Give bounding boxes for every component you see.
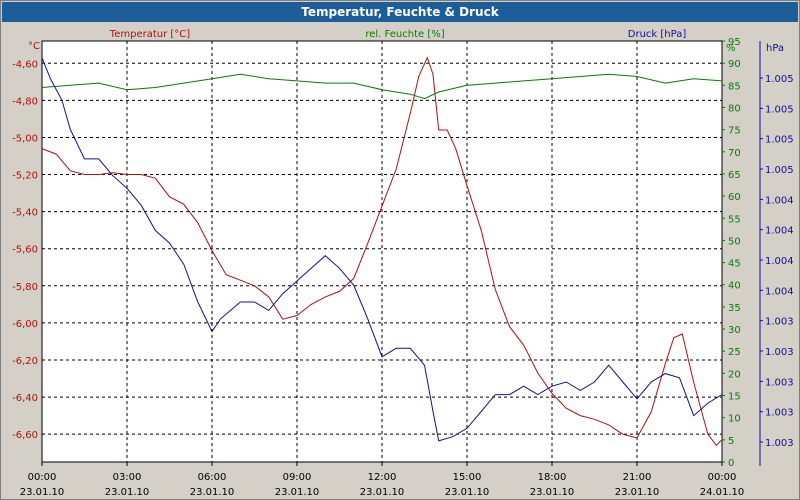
temperature-tick-label: -6,00 [12, 319, 38, 330]
temperature-tick-label: -5,60 [12, 245, 38, 256]
pressure-unit-label: hPa [766, 43, 784, 54]
humidity-tick-label: 50 [728, 236, 741, 247]
humidity-tick-label: 15 [728, 392, 741, 403]
pressure-tick-label: 1.003 [765, 377, 794, 388]
temperature-tick-label: -6,60 [12, 430, 38, 441]
humidity-series-line [41, 73, 723, 100]
humidity-tick-label: 30 [728, 325, 741, 336]
pressure-tick-label: 1.004 [765, 286, 794, 297]
pressure-series-line [41, 57, 723, 442]
x-tick-date-label: 23.01.10 [275, 487, 320, 498]
humidity-tick-label: 60 [728, 192, 741, 203]
pressure-tick-label: 1.005 [765, 74, 794, 85]
temperature-tick-label: -5,40 [12, 208, 38, 219]
temperature-tick-label: -4,80 [12, 96, 38, 107]
pressure-tick-label: 1.005 [765, 104, 794, 115]
pressure-tick-label: 1.003 [765, 317, 794, 328]
humidity-tick-label: 0 [728, 458, 734, 469]
x-tick-date-label: 23.01.10 [360, 487, 405, 498]
x-tick-time-label: 09:00 [283, 472, 312, 483]
humidity-tick-label: 85 [728, 81, 741, 92]
temperature-tick-label: -4,60 [12, 59, 38, 70]
temperature-tick-label: -5,00 [12, 133, 38, 144]
temperature-tick-label: -6,40 [12, 393, 38, 404]
pressure-tick-label: 1.004 [765, 195, 794, 206]
temperature-tick-label: -5,20 [12, 171, 38, 182]
pressure-tick-label: 1.004 [765, 226, 794, 237]
x-tick-time-label: 03:00 [113, 472, 142, 483]
humidity-tick-label: 80 [728, 103, 741, 114]
x-tick-time-label: 06:00 [198, 472, 227, 483]
humidity-tick-label: 70 [728, 148, 741, 159]
x-tick-time-label: 21:00 [623, 472, 652, 483]
humidity-tick-label: 20 [728, 369, 741, 380]
pressure-tick-label: 1.003 [765, 438, 794, 449]
humidity-tick-label: 35 [728, 303, 741, 314]
x-tick-time-label: 12:00 [368, 472, 397, 483]
humidity-tick-label: 75 [728, 126, 741, 137]
temperature-tick-label: -6,20 [12, 356, 38, 367]
x-tick-date-label: 24.01.10 [700, 487, 745, 498]
x-tick-date-label: 23.01.10 [20, 487, 65, 498]
x-tick-date-label: 23.01.10 [615, 487, 660, 498]
pressure-tick-label: 1.003 [765, 408, 794, 419]
temperature-unit-label: °C [28, 41, 40, 52]
x-tick-time-label: 00:00 [708, 472, 737, 483]
humidity-tick-label: 10 [728, 414, 741, 425]
x-tick-date-label: 23.01.10 [445, 487, 490, 498]
x-tick-date-label: 23.01.10 [105, 487, 150, 498]
x-tick-date-label: 23.01.10 [530, 487, 575, 498]
humidity-tick-label: 65 [728, 170, 741, 181]
humidity-tick-label: 55 [728, 214, 741, 225]
legend-label: Temperatur [°C] [109, 29, 190, 40]
pressure-tick-label: 1.005 [765, 135, 794, 146]
pressure-tick-label: 1.004 [765, 256, 794, 267]
x-tick-time-label: 00:00 [28, 472, 57, 483]
chart-svg: °C -4,60 -4,80 -5,00 -5,20 -5,40 -5,60 -5,80 -6,… [12, 29, 794, 498]
pressure-tick-label: 1.005 [765, 165, 794, 176]
humidity-tick-label: 45 [728, 259, 741, 270]
window-title: Temperatur, Feuchte & Druck [2, 2, 798, 22]
humidity-tick-label: 90 [728, 59, 741, 70]
x-tick-time-label: 15:00 [453, 472, 482, 483]
legend-label: Druck [hPa] [628, 29, 687, 40]
humidity-tick-label: 40 [728, 281, 741, 292]
humidity-unit-label: % [726, 43, 736, 54]
temperature-series-line [41, 56, 723, 447]
humidity-tick-label: 25 [728, 347, 741, 358]
x-tick-time-label: 18:00 [538, 472, 567, 483]
temperature-tick-label: -5,80 [12, 282, 38, 293]
humidity-tick-label: 95 [728, 37, 741, 48]
legend-label: rel. Feuchte [%] [365, 29, 444, 40]
x-tick-date-label: 23.01.10 [190, 487, 235, 498]
pressure-tick-label: 1.003 [765, 347, 794, 358]
humidity-tick-label: 5 [728, 436, 734, 447]
